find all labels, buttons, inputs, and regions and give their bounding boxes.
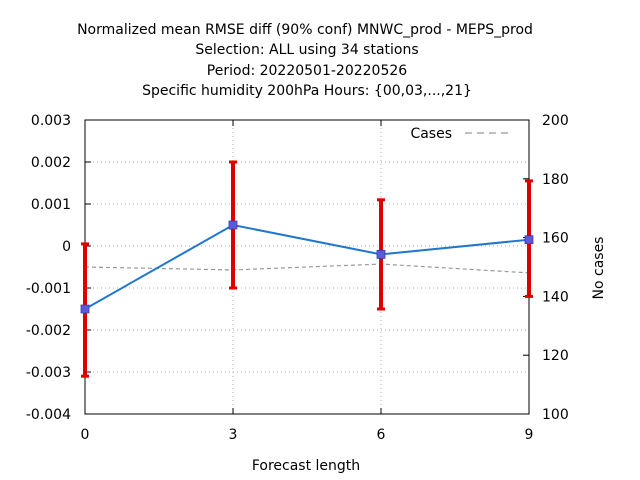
chart-title: Normalized mean RMSE diff (90% conf) MNW… <box>77 22 533 99</box>
y-tick-label: 0.003 <box>31 113 71 129</box>
data-point <box>524 235 534 245</box>
title-line-1: Normalized mean RMSE diff (90% conf) MNW… <box>77 22 533 38</box>
data-point <box>80 304 90 314</box>
y2-tick-label: 200 <box>542 113 569 129</box>
y2-tick-label: 140 <box>542 289 569 305</box>
x-tick-label: 9 <box>525 427 534 443</box>
axes: 0 3 6 9 0.003 0.002 0.001 0 -0.001 -0.002 -0.003 -0… <box>26 113 569 443</box>
y-tick-label: -0.001 <box>26 281 71 297</box>
y-tick-label: -0.003 <box>26 365 71 381</box>
series-markers <box>80 220 534 314</box>
title-line-3: Period: 20220501-20220526 <box>207 63 407 79</box>
y2-tick-label: 180 <box>542 172 569 188</box>
data-point <box>376 249 386 259</box>
data-point <box>228 220 238 230</box>
y-tick-label: 0.002 <box>31 155 71 171</box>
main-series <box>84 223 530 310</box>
title-line-2: Selection: ALL using 34 stations <box>195 42 418 58</box>
y-tick-label: -0.004 <box>26 407 71 423</box>
x-tick-label: 3 <box>229 427 238 443</box>
y2-axis-label: No cases <box>591 237 607 300</box>
y2-tick-label: 100 <box>542 407 569 423</box>
y-tick-label: -0.002 <box>26 323 71 339</box>
y2-tick-label: 160 <box>542 231 569 247</box>
x-axis-label: Forecast length <box>252 458 360 474</box>
y-tick-label: 0.001 <box>31 197 71 213</box>
legend: Cases <box>410 126 512 142</box>
x-tick-label: 0 <box>81 427 90 443</box>
y-tick-label: 0 <box>62 239 71 255</box>
x-tick-label: 6 <box>377 427 386 443</box>
title-line-4: Specific humidity 200hPa Hours: {00,03,.… <box>142 83 472 99</box>
legend-cases-label: Cases <box>410 126 452 142</box>
main-line <box>84 223 530 310</box>
y2-tick-label: 120 <box>542 348 569 364</box>
